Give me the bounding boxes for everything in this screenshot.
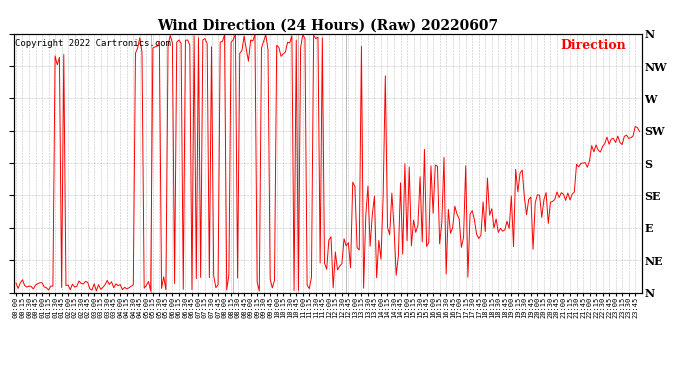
- Text: Direction: Direction: [560, 39, 626, 52]
- Title: Wind Direction (24 Hours) (Raw) 20220607: Wind Direction (24 Hours) (Raw) 20220607: [157, 19, 498, 33]
- Text: Copyright 2022 Cartronics.com: Copyright 2022 Cartronics.com: [15, 39, 171, 48]
